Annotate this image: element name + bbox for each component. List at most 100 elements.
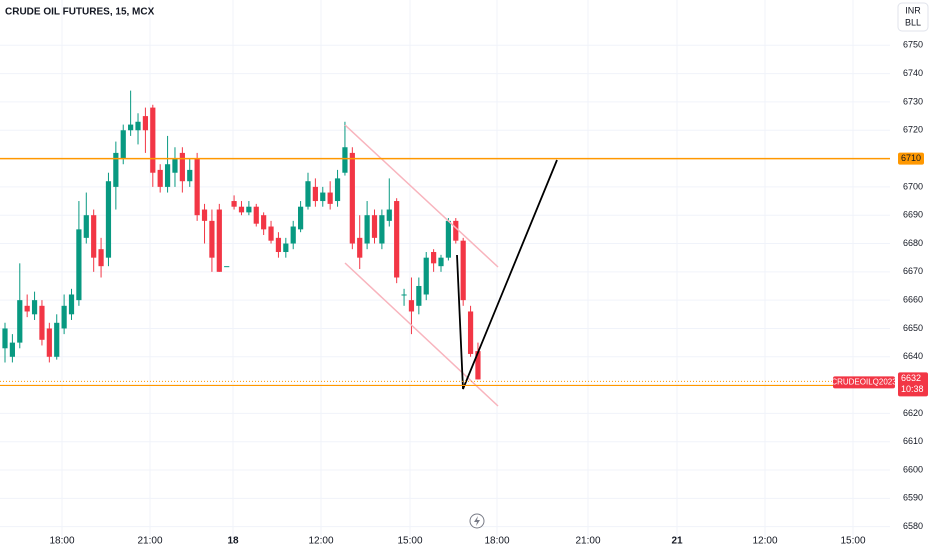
level-label: 6710 (901, 153, 921, 163)
candle-body (113, 152, 119, 187)
candle-body (298, 206, 304, 230)
candle-body (253, 206, 259, 224)
candle-body (142, 116, 149, 131)
y-tick-label: 6660 (903, 295, 923, 305)
candle-body (357, 237, 363, 258)
y-tick-label: 6590 (903, 493, 923, 503)
candle-body (379, 215, 385, 244)
candle-body (172, 158, 178, 173)
candle-body (394, 201, 400, 278)
candle-body (46, 328, 52, 357)
candle-body (216, 209, 222, 272)
candle-body (438, 257, 444, 267)
candle-body (460, 240, 466, 301)
candle-body (135, 121, 141, 131)
currency-box[interactable] (897, 2, 929, 32)
candle-body (290, 226, 296, 244)
candle-body (201, 209, 208, 221)
x-tick-label: 21 (671, 536, 683, 547)
y-tick-label: 6740 (903, 68, 923, 78)
candle-body (475, 351, 481, 380)
candle-body (275, 237, 282, 253)
unit: BLL (905, 17, 921, 27)
candle-body (246, 206, 252, 213)
channel-lower (344, 262, 499, 407)
y-tick-label: 6700 (903, 181, 923, 191)
price-box (898, 372, 928, 397)
bolt (474, 516, 480, 526)
candle-body (120, 130, 126, 159)
x-tick-label: 21:00 (575, 536, 600, 547)
countdown: 10:38 (901, 384, 924, 394)
candle-body (39, 305, 45, 340)
candle-body (408, 300, 415, 312)
price-axis: 18:00 21:00 18 12:00 15:00 18:00 21:00 21 12:00 1… (49, 40, 923, 547)
x-tick-label: 12:00 (752, 536, 777, 547)
drawings (344, 124, 558, 407)
y-tick-label: 6610 (903, 436, 923, 446)
candle-body (150, 107, 156, 173)
candle-body (164, 164, 171, 187)
candle-body (54, 322, 60, 357)
candle-body (157, 169, 163, 187)
candle-body (187, 169, 193, 182)
candle-body (268, 226, 274, 241)
candle-body (401, 294, 407, 296)
candle-body (334, 178, 341, 202)
candle-body (416, 285, 422, 306)
price-label: 6632 (901, 373, 921, 383)
candle-body (224, 266, 230, 268)
x-tick-label: 18 (227, 536, 239, 547)
y-tick-label: 6750 (903, 40, 923, 50)
candle-body (386, 209, 392, 221)
candle-body (467, 311, 474, 354)
symbol-label: CRUDEOILQ2023 (831, 378, 897, 387)
candle-body (423, 257, 429, 295)
x-tick-label: 21:00 (137, 536, 162, 547)
x-tick-label: 18:00 (49, 536, 74, 547)
channel-upper (344, 124, 499, 268)
candle-body (305, 181, 311, 207)
candle-body (453, 220, 459, 241)
candle-body (312, 186, 318, 202)
x-tick-label: 12:00 (308, 536, 333, 547)
drawn-line (456, 159, 558, 390)
symbol-box (833, 376, 895, 389)
level-box (898, 152, 924, 165)
candle-body (98, 249, 104, 267)
candle-body (2, 328, 8, 349)
candle-body (179, 152, 185, 182)
y-tick-label: 6640 (903, 351, 923, 361)
grid (0, 0, 890, 538)
x-tick-label: 15:00 (840, 536, 865, 547)
candle-body (17, 300, 23, 343)
candle-body (209, 220, 215, 258)
chart-title: CRUDE OIL FUTURES, 15, MCX (5, 7, 155, 18)
candle-body (9, 342, 15, 357)
candle-body (76, 229, 82, 301)
candle-body (231, 201, 237, 207)
candle-body (327, 192, 333, 204)
candle-body (105, 181, 112, 258)
candle-body (364, 215, 370, 244)
candle-body (91, 215, 97, 258)
y-tick-label: 6720 (903, 125, 923, 135)
candle-body (371, 215, 378, 238)
candle-body (83, 215, 89, 238)
y-tick-label: 6730 (903, 96, 923, 106)
y-tick-label: 6620 (903, 408, 923, 418)
y-tick-label: 6690 (903, 210, 923, 220)
candle-body (261, 215, 267, 230)
currency: INR (905, 5, 921, 15)
candle-body (283, 243, 289, 253)
candle-body (61, 305, 67, 329)
candle-body (320, 192, 326, 202)
candle-body (31, 300, 38, 315)
y-tick-label: 6650 (903, 323, 923, 333)
candles (2, 90, 481, 380)
x-tick-label: 15:00 (397, 536, 422, 547)
candle-body (349, 152, 355, 244)
candle-body (445, 220, 451, 258)
